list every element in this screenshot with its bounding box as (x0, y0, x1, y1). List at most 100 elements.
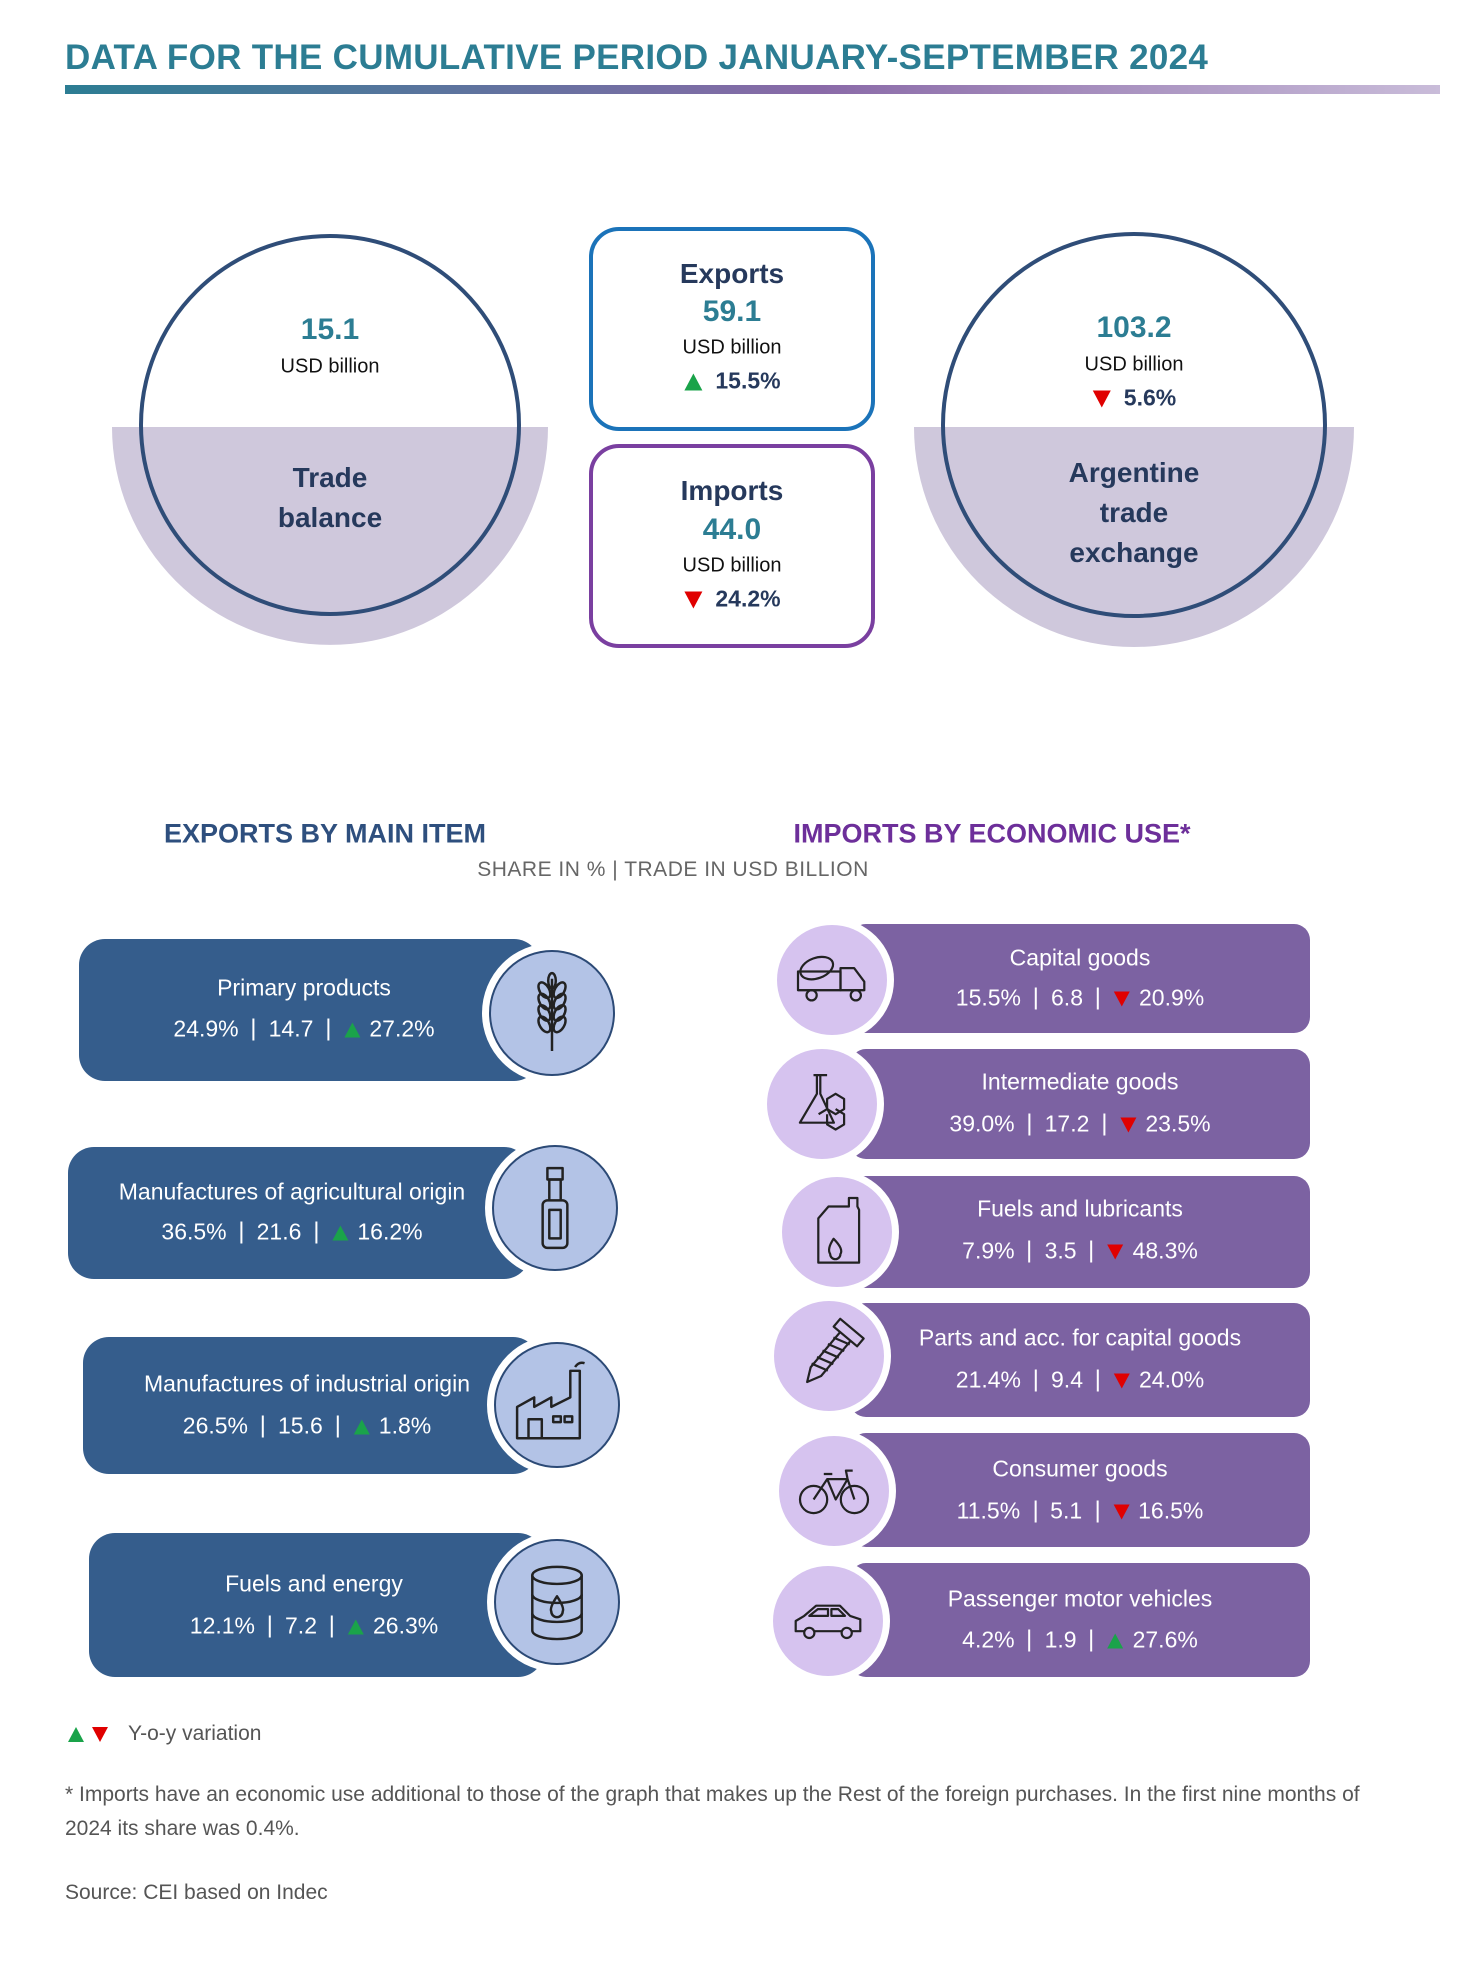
legend: Y-o-y variation (66, 1722, 261, 1746)
icon-part (822, 1349, 840, 1359)
card-values: 21.4% 9.4 24.0% (956, 1367, 1204, 1394)
card-values: 11.5% 5.1 16.5% (957, 1498, 1204, 1525)
icon-part (832, 1317, 865, 1348)
icon-part (563, 1415, 574, 1424)
card-name: Manufactures of agricultural origin (118, 1178, 466, 1205)
export-card (83, 1337, 539, 1474)
separator (1028, 1629, 1031, 1651)
value: 103.2 (1096, 311, 1172, 344)
import-card (850, 924, 1310, 1033)
change-value: 15.5% (715, 367, 781, 394)
trade: 15.6 (278, 1412, 323, 1439)
icon-part (549, 1595, 565, 1619)
icon-part (799, 955, 835, 981)
icon (541, 1166, 569, 1250)
icon-part (817, 1196, 861, 1264)
label: Argentine trade exchange (1068, 457, 1200, 568)
change-value: 24.2% (715, 585, 781, 612)
card-name: Capital goods (1009, 944, 1151, 971)
icon-part (794, 1604, 862, 1633)
variation-triangle (1120, 1117, 1137, 1132)
trade: 14.7 (268, 1015, 314, 1042)
icon-part (527, 1418, 544, 1440)
card-values: 24.9% 14.7 27.2% (173, 1016, 434, 1043)
circle-shade (914, 427, 1354, 647)
icon-circle (782, 1177, 892, 1287)
variation-triangle (1113, 1373, 1130, 1388)
change: 16.2% (357, 1218, 423, 1245)
share: 39.0% (949, 1110, 1015, 1137)
card-values: 26.5% 15.6 1.8% (183, 1413, 431, 1440)
change: 1.8% (378, 1412, 432, 1439)
variation-triangle (332, 1225, 349, 1240)
legend-label: Y-o-y variation (128, 1722, 262, 1745)
icon-circle (777, 925, 887, 1035)
icon (798, 1469, 870, 1515)
down-triangle (1120, 1117, 1137, 1132)
separator (1090, 1240, 1093, 1262)
icon (798, 1073, 846, 1131)
icon-part (798, 1073, 836, 1124)
change: 20.9% (1138, 984, 1205, 1011)
variation-triangle (353, 1419, 370, 1434)
title: DATA FOR THE CUMULATIVE PERIOD JANUARY-S… (65, 38, 1209, 77)
icon (817, 1196, 861, 1264)
icon-part (537, 1015, 552, 1034)
change: 5.6% (1092, 385, 1176, 412)
change: 16.5% (1138, 1497, 1204, 1524)
separator (330, 1615, 333, 1637)
icon-part (803, 1626, 816, 1640)
icon-part (548, 1208, 562, 1240)
icon-circle (767, 1049, 877, 1159)
separator (1035, 1369, 1038, 1391)
legend-icons (68, 1727, 108, 1742)
separator (240, 1221, 243, 1243)
icon-part (812, 1469, 856, 1501)
card-name: Manufactures of industrial origin (144, 1370, 470, 1397)
down-triangle (1107, 1244, 1124, 1259)
value: 59.1 (702, 295, 762, 328)
variation-triangle (1113, 1504, 1130, 1519)
up-triangle (347, 1619, 364, 1634)
trade: 6.8 (1051, 984, 1083, 1011)
card-name: Fuels and energy (225, 1570, 403, 1597)
import-card (850, 1433, 1310, 1547)
icon-part (839, 1484, 870, 1515)
separator (1103, 1113, 1106, 1135)
variation-triangle (684, 591, 703, 608)
icon-part (531, 1575, 583, 1641)
icon (531, 1565, 583, 1641)
share: 36.5% (161, 1218, 227, 1245)
change: 27.6% (1132, 1626, 1198, 1653)
up-triangle (684, 373, 703, 390)
icon-part (818, 1092, 846, 1116)
section-title: IMPORTS BY ECONOMIC USE* (793, 818, 1191, 849)
trade: 9.4 (1051, 1366, 1083, 1393)
card-name: Intermediate goods (981, 1068, 1179, 1095)
export-card (68, 1147, 530, 1279)
import-card (850, 1049, 1310, 1159)
card-values: 7.9% 3.5 48.3% (962, 1238, 1198, 1265)
icon-circle (492, 1145, 618, 1271)
unit: USD billion (682, 336, 782, 359)
unit: USD billion (1084, 353, 1184, 376)
trade: 3.5 (1044, 1237, 1077, 1264)
icon-part (574, 1361, 585, 1368)
icon-part (816, 1356, 834, 1366)
separator (262, 1415, 265, 1437)
change: 48.3% (1132, 1237, 1198, 1264)
separator (336, 1415, 339, 1437)
icon (515, 1361, 585, 1440)
card-name: Consumer goods (992, 1455, 1168, 1482)
trade: 17.2 (1044, 1110, 1090, 1137)
separator (315, 1221, 318, 1243)
exports-box (589, 227, 875, 431)
down-triangle (1113, 991, 1130, 1006)
value: 44.0 (702, 513, 762, 546)
separator (1090, 1629, 1093, 1651)
variation-triangle (1107, 1244, 1124, 1259)
icon (794, 1604, 862, 1640)
variation-triangle (1107, 1633, 1124, 1648)
share: 26.5% (182, 1412, 249, 1439)
card-name: Passenger motor vehicles (947, 1585, 1213, 1612)
